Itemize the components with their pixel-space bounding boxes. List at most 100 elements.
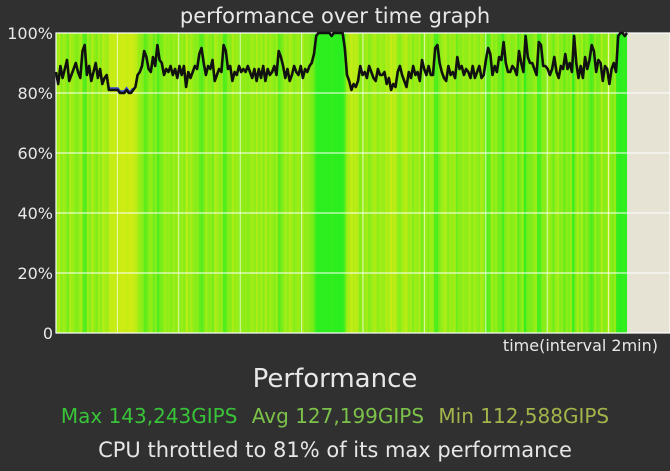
color-band	[477, 33, 481, 333]
color-band	[214, 33, 217, 333]
color-band	[273, 33, 277, 333]
color-band	[512, 33, 516, 333]
y-tick-label: 60%	[17, 144, 53, 163]
color-band	[306, 33, 310, 333]
color-band	[157, 33, 160, 333]
color-band	[161, 33, 165, 333]
color-band	[587, 33, 591, 333]
color-band	[572, 33, 575, 333]
color-band	[471, 33, 474, 333]
color-band	[517, 33, 521, 333]
color-band	[424, 33, 428, 333]
color-band	[389, 33, 393, 333]
color-band	[600, 33, 604, 333]
color-band	[260, 33, 264, 333]
color-band	[554, 33, 558, 333]
color-band	[591, 33, 595, 333]
color-band	[444, 33, 448, 333]
color-band	[317, 33, 321, 333]
color-band	[69, 33, 72, 333]
color-band	[383, 33, 387, 333]
color-band	[220, 33, 224, 333]
color-band	[376, 33, 380, 333]
color-band	[460, 33, 463, 333]
color-band	[486, 33, 490, 333]
color-band	[178, 33, 182, 333]
color-band	[269, 33, 272, 333]
color-band	[565, 33, 569, 333]
color-band	[449, 33, 452, 333]
color-band	[495, 33, 499, 333]
color-band	[192, 33, 195, 333]
y-tick-label: 40%	[17, 204, 53, 223]
color-band	[244, 33, 248, 333]
color-band	[453, 33, 457, 333]
color-band	[187, 33, 191, 333]
color-band	[403, 33, 406, 333]
color-band	[620, 33, 624, 333]
color-band	[622, 33, 626, 333]
color-band	[121, 33, 125, 333]
color-band	[172, 33, 176, 333]
color-band	[407, 33, 411, 333]
color-band	[576, 33, 580, 333]
color-band	[304, 33, 307, 333]
color-band	[457, 33, 461, 333]
color-band	[341, 33, 345, 333]
unrecorded-area	[627, 33, 670, 333]
color-band	[429, 33, 433, 333]
color-band	[231, 33, 235, 333]
color-band	[536, 33, 540, 333]
color-band	[466, 33, 470, 333]
color-band	[209, 33, 213, 333]
color-band	[475, 33, 479, 333]
color-band	[372, 33, 376, 333]
color-band	[126, 33, 130, 333]
color-band	[323, 33, 327, 333]
color-band	[602, 33, 606, 333]
color-band	[117, 33, 121, 333]
color-band	[163, 33, 167, 333]
color-band	[328, 33, 332, 333]
color-band	[222, 33, 226, 333]
color-band	[240, 33, 244, 333]
color-band	[293, 33, 296, 333]
color-band	[258, 33, 261, 333]
color-band	[205, 33, 209, 333]
color-band	[532, 33, 536, 333]
color-band	[378, 33, 382, 333]
color-band	[66, 33, 70, 333]
color-band	[451, 33, 455, 333]
color-band	[433, 33, 437, 333]
color-band	[99, 33, 103, 333]
color-band	[409, 33, 413, 333]
color-band	[541, 33, 545, 333]
color-band	[77, 33, 81, 333]
color-band	[97, 33, 101, 333]
color-band	[211, 33, 215, 333]
color-band	[143, 33, 147, 333]
color-band	[510, 33, 514, 333]
color-band	[334, 33, 338, 333]
color-band	[86, 33, 90, 333]
color-band	[288, 33, 292, 333]
color-band	[119, 33, 123, 333]
y-tick-label: 0	[43, 324, 53, 340]
color-band	[385, 33, 389, 333]
color-band	[88, 33, 92, 333]
color-band	[352, 33, 356, 333]
color-band	[350, 33, 354, 333]
performance-line	[54, 31, 629, 95]
color-band	[229, 33, 233, 333]
color-band	[168, 33, 171, 333]
color-band	[71, 33, 75, 333]
color-band	[594, 33, 597, 333]
color-band	[159, 33, 163, 333]
color-band	[113, 33, 116, 333]
color-band	[539, 33, 542, 333]
color-band	[312, 33, 316, 333]
color-band	[203, 33, 206, 333]
color-band	[543, 33, 547, 333]
color-band	[462, 33, 466, 333]
color-band	[563, 33, 567, 333]
